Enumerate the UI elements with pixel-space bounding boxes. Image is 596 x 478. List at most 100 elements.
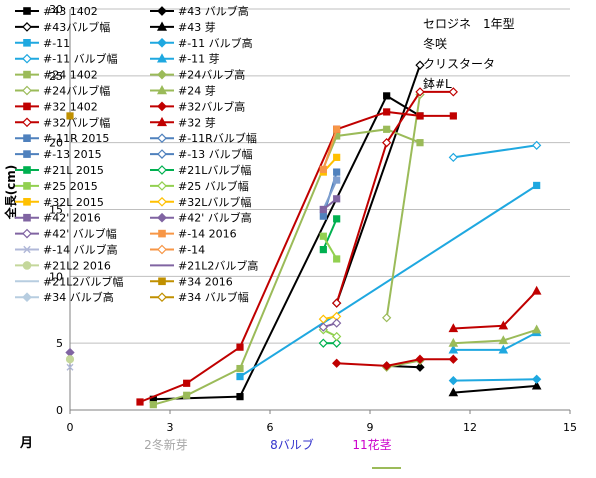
legend-marker [157, 149, 167, 159]
legend-marker [158, 277, 166, 286]
data-point [531, 324, 542, 334]
legend-label: #-11R 2015 [43, 132, 109, 145]
data-point [149, 401, 157, 409]
data-point [236, 372, 244, 381]
y-tick-label: 30 [49, 3, 63, 16]
data-point [382, 138, 392, 148]
data-point [319, 165, 327, 173]
legend-marker [23, 7, 31, 15]
series-line [385, 94, 421, 318]
legend-item: #-11Rバルブ幅 [150, 131, 257, 145]
x-tick-label: 3 [167, 421, 174, 434]
legend-item: #24 1402 [15, 69, 98, 82]
data-series [448, 140, 542, 163]
legend-label: #42' 2016 [43, 212, 101, 225]
data-point [236, 393, 244, 401]
legend-marker [156, 85, 168, 95]
series-line [336, 358, 454, 367]
legend-label: #24 芽 [178, 84, 216, 98]
legend-label: #21L2 2016 [43, 259, 111, 272]
legend-label: #-11 バルブ高 [178, 36, 253, 50]
data-point [136, 398, 144, 406]
legend-marker [157, 133, 167, 144]
legend-item: #24 芽 [150, 84, 216, 98]
series-line [453, 328, 538, 345]
legend-item: #32バルブ高 [150, 99, 245, 113]
data-point [333, 125, 341, 133]
legend-label: #32バルブ高 [178, 99, 245, 113]
legend-label: #42' バルブ幅 [43, 227, 117, 241]
data-point [498, 320, 509, 330]
legend-marker [157, 6, 167, 16]
chart-title-line: 冬咲 [423, 36, 447, 51]
data-point [333, 195, 341, 203]
data-point [319, 205, 327, 214]
legend-item: #32Lバルブ幅 [150, 195, 251, 209]
legend-label: #42' バルブ高 [178, 211, 252, 225]
legend-label: #32 1402 [43, 100, 98, 113]
legend-label: #24バルブ幅 [43, 84, 110, 98]
y-tick-label: 20 [49, 137, 63, 150]
data-series [332, 354, 458, 371]
legend-label: #43 1402 [43, 5, 98, 18]
data-series [318, 338, 342, 348]
legend-item: #-11 [15, 37, 70, 50]
legend-marker [22, 85, 32, 96]
series-line [153, 94, 421, 401]
data-series [66, 112, 74, 120]
data-series [318, 318, 342, 332]
legend-item: #43 芽 [150, 20, 216, 34]
legend-marker [157, 165, 167, 175]
data-series [149, 125, 424, 409]
legend-marker [23, 182, 31, 190]
data-point [383, 125, 391, 133]
legend-marker [157, 244, 167, 255]
series-line [335, 64, 421, 304]
legend-marker [156, 116, 168, 127]
data-point [319, 246, 327, 254]
legend-item: #24バルブ幅 [15, 84, 110, 98]
legend-item: #21L2 2016 [15, 259, 111, 272]
legend-item: #32 芽 [150, 115, 216, 129]
series-line [335, 90, 454, 304]
x-tick-label: 0 [67, 421, 74, 434]
legend-marker [23, 38, 31, 47]
legend-item: #32L 2015 [15, 196, 104, 209]
data-point [448, 354, 458, 364]
legend-item: #34 2016 [150, 275, 233, 288]
legend-item: #43バルブ幅 [15, 20, 110, 34]
y-axis-label: 全長(cm) [3, 165, 18, 221]
x-tick-label: 15 [563, 421, 577, 434]
legend-item: #-14 [150, 244, 205, 257]
legend-item: #42' バルブ高 [150, 211, 252, 225]
data-point [448, 87, 458, 97]
data-series [236, 181, 541, 381]
legend-item: #-11R 2015 [15, 132, 109, 145]
legend-item: #-13 バルブ幅 [150, 147, 253, 161]
legend-item: #32バルブ幅 [15, 115, 110, 129]
data-point [382, 313, 392, 323]
legend-label: #21L2バルブ高 [178, 258, 258, 272]
data-series [332, 87, 458, 308]
data-point [65, 355, 75, 364]
data-point [416, 139, 424, 147]
legend-marker [22, 117, 32, 128]
legend-item: #24バルブ高 [150, 68, 245, 82]
series-line [322, 128, 338, 170]
chart-title-line: クリスタータ [423, 57, 495, 71]
legend-label: #-13 バルブ幅 [178, 147, 253, 161]
legend-item: #-13 2015 [15, 148, 102, 161]
data-point [448, 337, 459, 347]
data-series [448, 324, 542, 347]
legend-label: #32バルブ幅 [43, 115, 110, 129]
legend-item: #21L2バルブ高 [150, 258, 258, 272]
data-point [332, 331, 342, 342]
legend-marker [157, 101, 167, 112]
data-point [66, 363, 74, 371]
legend-label: #-11Rバルブ幅 [178, 131, 257, 145]
legend-marker [22, 53, 32, 64]
data-point [318, 322, 328, 332]
series-line [453, 384, 537, 394]
legend-label: #25 2015 [43, 180, 98, 193]
legend-marker [22, 228, 32, 239]
